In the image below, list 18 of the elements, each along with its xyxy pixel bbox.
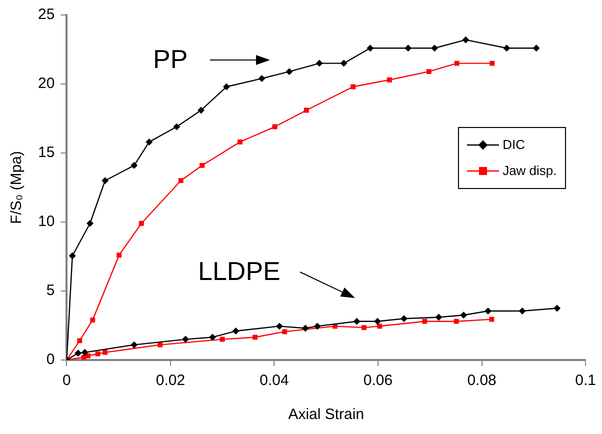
x-tick-label: 0 [62, 372, 71, 390]
x-axis-title: Axial Strain [288, 406, 364, 424]
x-tick-label: 0.02 [156, 372, 186, 390]
x-tick-label: 0.1 [575, 372, 596, 390]
y-tick-label: 15 [38, 144, 55, 162]
y-tick-label: 5 [46, 282, 55, 300]
x-tick-label: 0.06 [363, 372, 393, 390]
annotation: LLDPE [198, 256, 280, 286]
y-axis-title: F/S₀ (Mpa) [8, 151, 26, 224]
legend-label: DIC [502, 137, 525, 152]
y-tick-label: 25 [38, 6, 55, 24]
x-tick-label: 0.08 [467, 372, 496, 390]
y-tick-label: 20 [38, 75, 55, 92]
y-tick-label: 0 [46, 351, 55, 368]
x-tick-label: 0.04 [260, 372, 289, 390]
legend-label: Jaw disp. [502, 163, 557, 178]
y-tick-label: 10 [38, 213, 55, 230]
annotation: PP [153, 44, 188, 74]
